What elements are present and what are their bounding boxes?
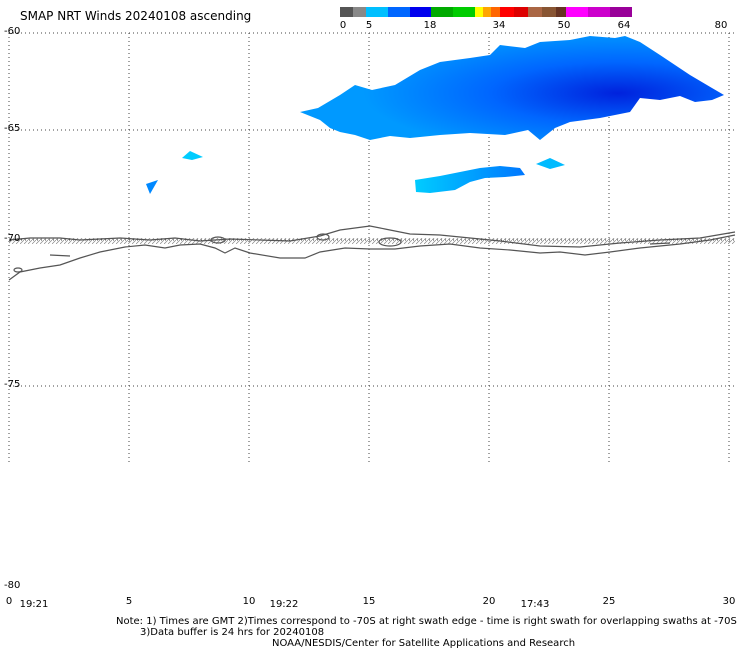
colorbar-segment — [556, 7, 566, 17]
colorbar-tick-label: 50 — [557, 20, 571, 31]
colorbar-segment — [353, 7, 366, 17]
colorbar-segment — [542, 7, 556, 17]
lat-label: -70 — [4, 233, 21, 244]
colorbar-segment — [453, 7, 475, 17]
colorbar-segment — [566, 7, 588, 17]
lon-label: 10 — [242, 596, 256, 607]
wind-speed-colorbar — [340, 7, 730, 17]
note-line-2: 3)Data buffer is 24 hrs for 20240108 — [140, 627, 325, 638]
wind-swath-small — [536, 158, 565, 169]
colorbar-segment — [514, 7, 528, 17]
colorbar-segment — [491, 7, 500, 17]
colorbar-tick-label: 34 — [492, 20, 506, 31]
pass-time-label: 19:21 — [19, 599, 49, 610]
colorbar-segment — [475, 7, 483, 17]
colorbar-tick-label: 64 — [617, 20, 631, 31]
colorbar-segment — [528, 7, 542, 17]
wind-swath-main — [300, 36, 724, 140]
colorbar-segment — [410, 7, 431, 17]
lon-label: 5 — [125, 596, 133, 607]
colorbar-tick-label: 80 — [714, 20, 728, 31]
note-line-1: Note: 1) Times are GMT 2)Times correspon… — [116, 616, 737, 627]
lon-label: 15 — [362, 596, 376, 607]
wind-swath-fragment — [146, 180, 158, 194]
colorbar-tick-label: 5 — [365, 20, 373, 31]
colorbar-segment — [340, 7, 353, 17]
colorbar-segment — [388, 7, 410, 17]
wind-swaths — [146, 36, 724, 194]
lat-label: -80 — [4, 580, 21, 591]
note-line-3: NOAA/NESDIS/Center for Satellite Applica… — [272, 638, 576, 649]
colorbar-segment — [588, 7, 610, 17]
colorbar-segment — [366, 7, 388, 17]
lon-label: 0 — [5, 596, 13, 607]
lon-label: 30 — [722, 596, 736, 607]
colorbar-tick-label: 18 — [423, 20, 437, 31]
lon-label: 20 — [482, 596, 496, 607]
lat-label: -60 — [4, 26, 21, 37]
ice-shelf-hatch — [9, 238, 735, 244]
colorbar-segment — [610, 7, 632, 17]
pass-time-label: 17:43 — [520, 599, 550, 610]
colorbar-segment — [483, 7, 491, 17]
lon-label: 25 — [602, 596, 616, 607]
colorbar-segment — [500, 7, 514, 17]
colorbar-tick-label: 0 — [339, 20, 347, 31]
wind-swath-fragment — [182, 151, 203, 160]
pass-time-label: 19:22 — [269, 599, 299, 610]
colorbar-segment — [431, 7, 453, 17]
lat-label: -65 — [4, 123, 21, 134]
antarctic-coastline — [8, 225, 736, 281]
wind-swath-strip — [415, 166, 525, 193]
map-title: SMAP NRT Winds 20240108 ascending — [20, 9, 252, 23]
lat-label: -75 — [4, 379, 21, 390]
